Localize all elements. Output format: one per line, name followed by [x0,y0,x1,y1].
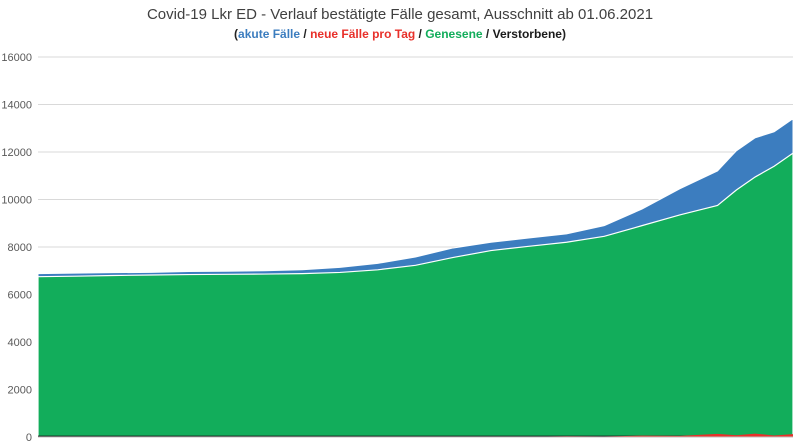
y-tick-label-0: 0 [26,432,32,444]
legend-sep-2: / [415,27,426,41]
y-tick-label-12000: 12000 [1,147,32,159]
legend-open: ( [234,27,239,41]
legend-item-verstorbene: Verstorbene [492,27,562,41]
y-tick-label-16000: 16000 [1,52,32,64]
y-tick-label-6000: 6000 [8,290,32,302]
chart-legend: (akute Fälle / neue Fälle pro Tag / Gene… [0,27,800,41]
series-genesene-area [37,152,794,438]
legend-sep-1: / [300,27,311,41]
chart-title: Covid-19 Lkr ED - Verlauf bestätigte Fäl… [146,6,654,23]
y-tick-label-10000: 10000 [1,195,32,207]
legend-sep-3: / [482,27,493,41]
legend-close: ) [561,27,566,41]
legend-item-akute: akute Fälle [238,27,301,41]
y-tick-label-8000: 8000 [8,242,32,254]
legend-item-genesene: Genesene [425,27,483,41]
legend-item-neue: neue Fälle pro Tag [310,27,416,41]
y-tick-label-2000: 2000 [8,385,32,397]
y-tick-label-14000: 14000 [1,100,32,112]
y-tick-label-4000: 4000 [8,337,32,349]
